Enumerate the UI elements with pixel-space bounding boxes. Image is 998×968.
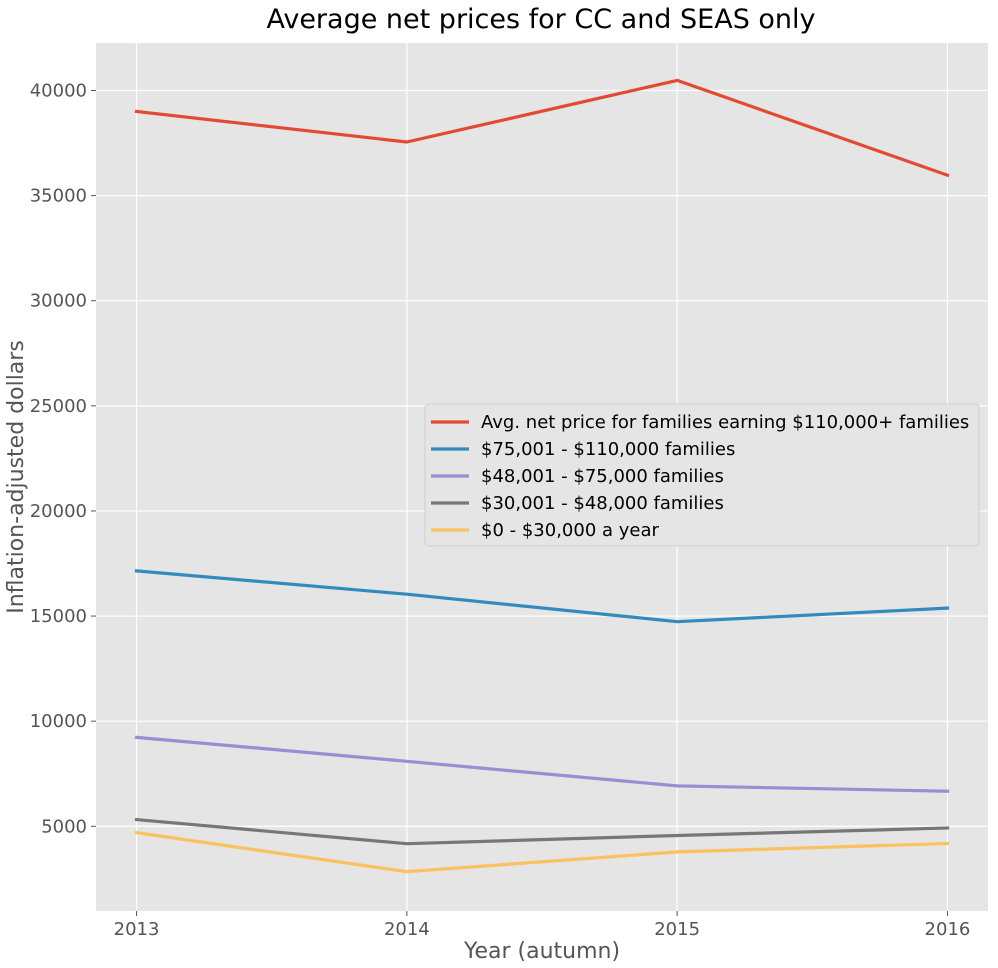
y-tick-label: 40000 <box>30 81 87 102</box>
x-tick-label: 2014 <box>384 919 430 940</box>
x-tick-label: 2015 <box>654 919 700 940</box>
series-line-1 <box>134 78 950 178</box>
legend-box <box>424 403 980 547</box>
y-tick-label: 10000 <box>30 711 87 732</box>
series-line-4 <box>134 817 950 846</box>
y-tick-label: 20000 <box>30 501 87 522</box>
legend-entry: Avg. net price for families earning $110… <box>481 412 969 433</box>
y-tick-label: 15000 <box>30 606 87 627</box>
y-tick-label: 5000 <box>41 816 87 837</box>
series-line-3 <box>134 735 950 793</box>
series-line-5 <box>134 830 950 874</box>
legend-entry: $0 - $30,000 a year <box>481 520 660 541</box>
y-tick-label: 25000 <box>30 396 87 417</box>
x-tick-label: 2013 <box>114 919 160 940</box>
series-lines <box>134 78 950 874</box>
y-axis-label: Inflation-adjusted dollars <box>4 340 29 614</box>
legend-entry: $30,001 - $48,000 families <box>481 493 724 514</box>
legend: Avg. net price for families earning $110… <box>424 403 980 547</box>
y-axis-ticks: 5000 10000 15000 20000 25000 30000 35000 40000 <box>30 81 96 837</box>
legend-items: Avg. net price for families earning $110… <box>431 412 969 541</box>
legend-entry: $48,001 - $75,000 families <box>481 466 724 487</box>
y-tick-label: 30000 <box>30 291 87 312</box>
legend-entry: $75,001 - $110,000 families <box>481 439 735 460</box>
x-axis-label: Year (autumn) <box>463 939 620 964</box>
y-tick-label: 35000 <box>30 186 87 207</box>
series-line-2 <box>134 569 950 624</box>
x-tick-label: 2016 <box>925 919 971 940</box>
x-axis-ticks: 2013 2014 2015 2016 <box>114 911 971 940</box>
chart-title: Average net prices for CC and SEAS only <box>266 4 815 35</box>
